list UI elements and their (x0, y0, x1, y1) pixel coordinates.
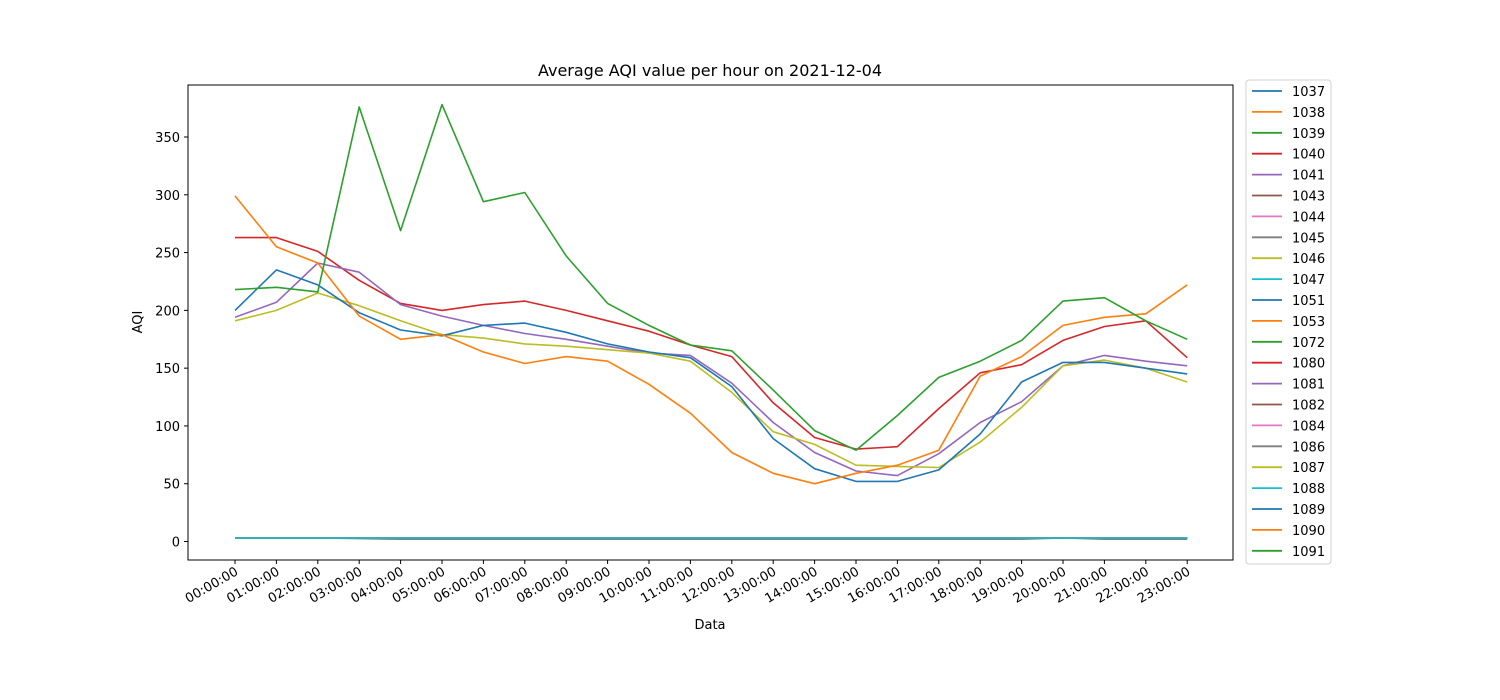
legend-item: 1038 (1252, 106, 1325, 121)
series-line-1086 (235, 537, 1188, 541)
legend-item: 1081 (1252, 378, 1325, 393)
y-tick-label: 350 (155, 131, 180, 146)
legend-item: 1091 (1252, 545, 1325, 560)
series-line-1081 (234, 262, 1188, 477)
legend-frame (1245, 79, 1332, 565)
legend-item: 1046 (1252, 252, 1325, 267)
plot-frame (187, 84, 1234, 561)
series-line-1087 (234, 292, 1188, 469)
legend-item: 1089 (1252, 503, 1325, 518)
legend-item: 1047 (1252, 273, 1325, 288)
legend-item: 1045 (1252, 231, 1325, 246)
legend-label: 1053 (1292, 315, 1325, 330)
series-line-1089 (234, 269, 1188, 483)
legend-item: 1037 (1252, 85, 1325, 100)
legend-label: 1037 (1292, 85, 1325, 100)
legend-item: 1080 (1252, 357, 1325, 372)
legend-label: 1045 (1292, 231, 1325, 246)
legend-label: 1084 (1292, 419, 1325, 434)
legend: 1037 1038 1039 1040 1041 1043 1044 1045 1046 1047… (1245, 79, 1332, 565)
series-line-1080 (235, 236, 1188, 450)
legend-item: 1044 (1252, 210, 1325, 225)
legend-label: 1038 (1292, 106, 1325, 121)
legend-item: 1040 (1252, 148, 1325, 163)
y-tick-label: 200 (155, 304, 180, 319)
series-line-1090 (234, 195, 1188, 485)
legend-label: 1087 (1292, 461, 1325, 476)
legend-item: 1088 (1252, 482, 1325, 497)
legend-label: 1046 (1292, 252, 1325, 267)
y-tick-label: 0 (172, 536, 180, 551)
y-tick-label: 150 (155, 362, 180, 377)
legend-label: 1091 (1292, 545, 1325, 560)
legend-label: 1080 (1292, 357, 1325, 372)
legend-item: 1039 (1252, 127, 1325, 142)
legend-item: 1043 (1252, 190, 1325, 205)
legend-label: 1040 (1292, 148, 1325, 163)
legend-label: 1043 (1292, 190, 1325, 205)
chart-title: Average AQI value per hour on 2021-12-04 (538, 61, 882, 80)
legend-label: 1051 (1292, 294, 1325, 309)
legend-item: 1084 (1252, 419, 1325, 434)
legend-item: 1041 (1252, 169, 1325, 184)
y-tick-label: 300 (155, 189, 180, 204)
x-axis: 00:00:0001:00:0002:00:0003:00:0004:00:00… (183, 560, 1193, 607)
legend-label: 1082 (1292, 399, 1325, 414)
legend-label: 1089 (1292, 503, 1325, 518)
y-tick-label: 50 (163, 478, 180, 493)
legend-label: 1088 (1292, 482, 1325, 497)
legend-label: 1047 (1292, 273, 1325, 288)
legend-label: 1041 (1292, 169, 1325, 184)
y-axis: 0 50 100 150 200 250 300 350 (155, 131, 188, 551)
legend-item: 1082 (1252, 399, 1325, 414)
legend-label: 1090 (1292, 524, 1325, 539)
legend-item: 1086 (1252, 440, 1325, 455)
y-tick-label: 100 (155, 420, 180, 435)
legend-items: 1037 1038 1039 1040 1041 1043 1044 1045 1046 1047… (1252, 85, 1325, 560)
legend-label: 1072 (1292, 336, 1325, 351)
legend-item: 1051 (1252, 294, 1325, 309)
legend-label: 1086 (1292, 440, 1325, 455)
legend-item: 1072 (1252, 336, 1325, 351)
legend-label: 1081 (1292, 378, 1325, 393)
series-line-1091 (234, 103, 1188, 452)
y-tick-label: 250 (155, 247, 180, 262)
legend-item: 1053 (1252, 315, 1325, 330)
y-axis-label: AQI (131, 311, 146, 334)
x-axis-label: Data (694, 618, 725, 633)
legend-label: 1039 (1292, 127, 1325, 142)
plot-lines (234, 103, 1188, 541)
legend-item: 1087 (1252, 461, 1325, 476)
legend-item: 1090 (1252, 524, 1325, 539)
legend-label: 1044 (1292, 210, 1325, 225)
